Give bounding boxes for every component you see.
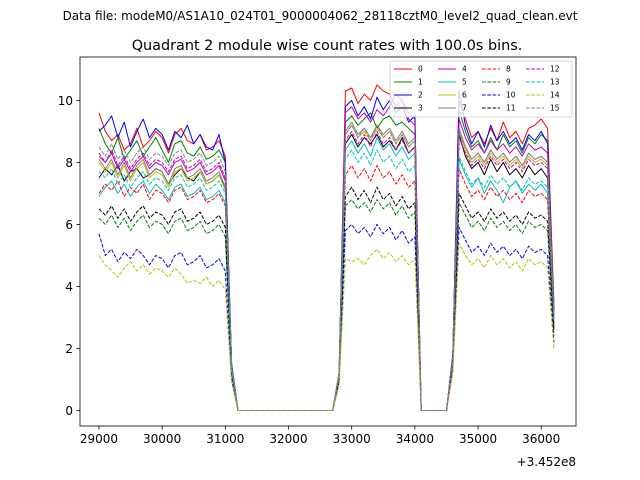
y-tick-label: 0 [65,404,73,418]
x-tick-label: 36000 [522,432,560,446]
x-tick-label: 29000 [80,432,118,446]
x-axis-offset-label: +3.452e8 [517,455,576,469]
legend-label-12: 12 [550,65,560,74]
legend-label-4: 4 [462,65,467,74]
plot-background [80,57,576,426]
legend-label-6: 6 [462,91,467,100]
y-tick-label: 4 [65,280,73,294]
plot-frame [79,56,577,427]
x-tick-label: 35000 [459,432,497,446]
series-line-8 [98,165,555,411]
legend-label-10: 10 [506,91,516,100]
x-tick-label: 31000 [206,432,244,446]
legend-label-0: 0 [418,65,423,74]
chart-title: Quadrant 2 module wise count rates with … [132,38,523,54]
x-tick-label: 32000 [269,432,307,446]
series-line-15 [98,124,555,411]
series-line-10 [98,223,555,411]
plot-area [79,56,577,427]
x-tick-label: 33000 [333,432,371,446]
series-layer [98,84,555,411]
legend-label-13: 13 [550,78,560,87]
x-tick-label: 34000 [396,432,434,446]
y-axis: 0 2 4 6 8 10 [58,94,80,418]
legend-label-14: 14 [550,91,560,100]
y-tick-label: 8 [65,156,73,170]
x-tick-label: 30000 [143,432,181,446]
legend-label-9: 9 [506,78,511,87]
legend-label-1: 1 [418,78,423,87]
x-axis: 29000 30000 31000 32000 33000 34000 35000 36000 [80,426,560,446]
legend-label-7: 7 [462,104,467,113]
legend-label-8: 8 [506,65,511,74]
legend-label-2: 2 [418,91,423,100]
legend-box [389,60,573,118]
legend-label-11: 11 [506,104,516,113]
chart-suptitle: Data file: modeM0/AS1A10_024T01_90000040… [63,9,578,23]
legend-label-3: 3 [418,104,423,113]
y-tick-label: 6 [65,218,73,232]
y-tick-label: 2 [65,342,73,356]
legend-label-5: 5 [462,78,467,87]
series-line-11 [98,186,555,411]
y-tick-label: 10 [58,94,73,108]
series-line-13 [98,149,555,411]
legend-label-15: 15 [550,104,560,113]
